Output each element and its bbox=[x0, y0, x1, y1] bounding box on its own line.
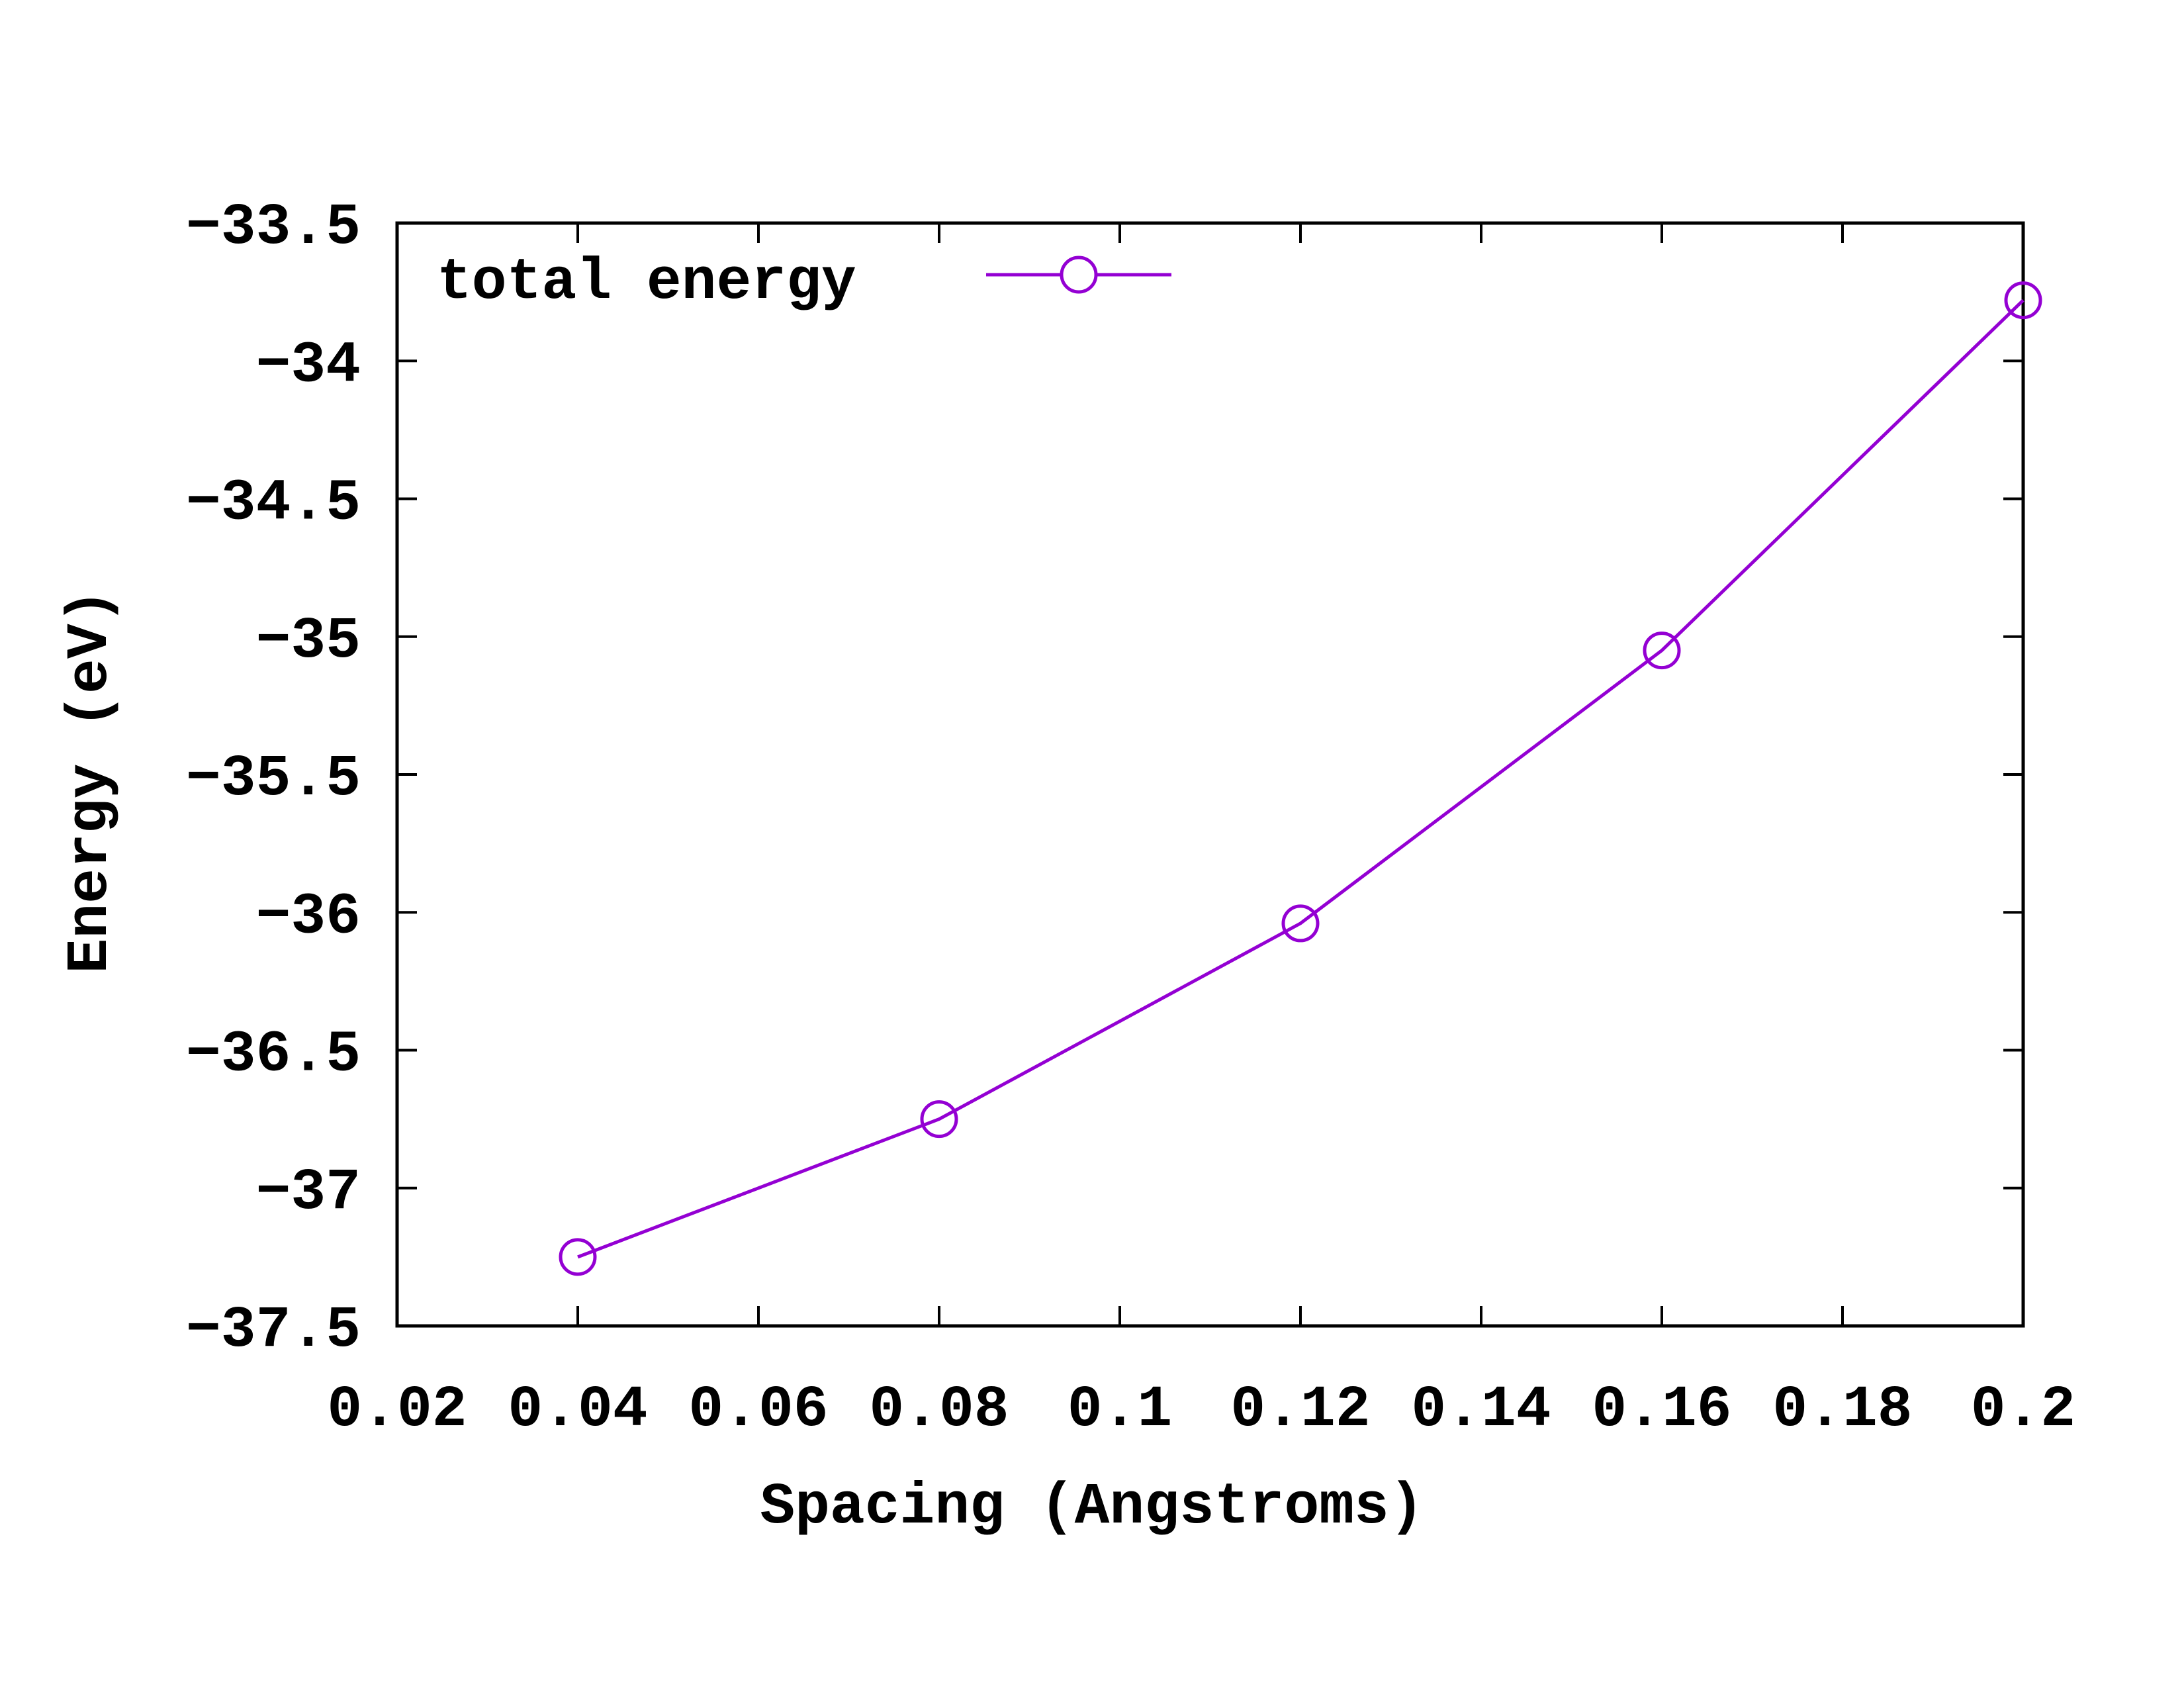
y-axis-title: Energy (eV) bbox=[58, 589, 124, 974]
y-tick-label: −35 bbox=[256, 609, 361, 675]
x-tick-label: 0.1 bbox=[1068, 1378, 1172, 1443]
series-layer bbox=[559, 281, 2042, 1276]
data-point bbox=[1643, 632, 1681, 670]
x-axis-title: Spacing (Angstroms) bbox=[760, 1475, 1424, 1540]
y-tick-label: −37 bbox=[256, 1160, 361, 1226]
data-point bbox=[920, 1100, 958, 1139]
y-axis-ticks: −37.5 −37 −36.5 −36 −35.5 −35 −34.5 −34 −33.5 bbox=[186, 195, 2023, 1364]
plot-frame bbox=[395, 221, 2025, 1328]
y-tick-label: −34.5 bbox=[186, 471, 361, 537]
x-tick-label: 0.18 bbox=[1772, 1378, 1912, 1443]
y-tick-label: −33.5 bbox=[186, 195, 361, 261]
data-point bbox=[2004, 281, 2042, 320]
y-tick-label: −35.5 bbox=[186, 747, 361, 812]
x-tick-label: 0.14 bbox=[1411, 1378, 1551, 1443]
x-tick-label: 0.2 bbox=[1971, 1378, 2075, 1443]
legend-marker bbox=[1060, 256, 1098, 294]
legend-label: total energy bbox=[437, 250, 856, 316]
data-point bbox=[1281, 904, 1320, 943]
series-line bbox=[577, 299, 2025, 1259]
x-tick-label: 0.08 bbox=[869, 1378, 1009, 1443]
x-tick-label: 0.16 bbox=[1592, 1378, 1731, 1443]
data-point bbox=[559, 1238, 597, 1276]
y-tick-label: −36 bbox=[256, 884, 361, 950]
plot-border bbox=[395, 221, 2025, 1328]
y-tick-label: −37.5 bbox=[186, 1298, 361, 1364]
x-axis-ticks: 0.02 0.04 0.06 0.08 0.1 0.12 0.14 0.16 0.18 0.2 bbox=[327, 223, 2075, 1443]
legend: total energy bbox=[437, 250, 1171, 316]
legend-sample bbox=[986, 256, 1171, 294]
x-tick-label: 0.06 bbox=[688, 1378, 828, 1443]
y-tick-label: −36.5 bbox=[186, 1023, 361, 1088]
x-tick-label: 0.02 bbox=[327, 1378, 467, 1443]
x-tick-label: 0.12 bbox=[1230, 1378, 1370, 1443]
x-tick-label: 0.04 bbox=[508, 1378, 647, 1443]
y-tick-label: −34 bbox=[256, 333, 361, 399]
